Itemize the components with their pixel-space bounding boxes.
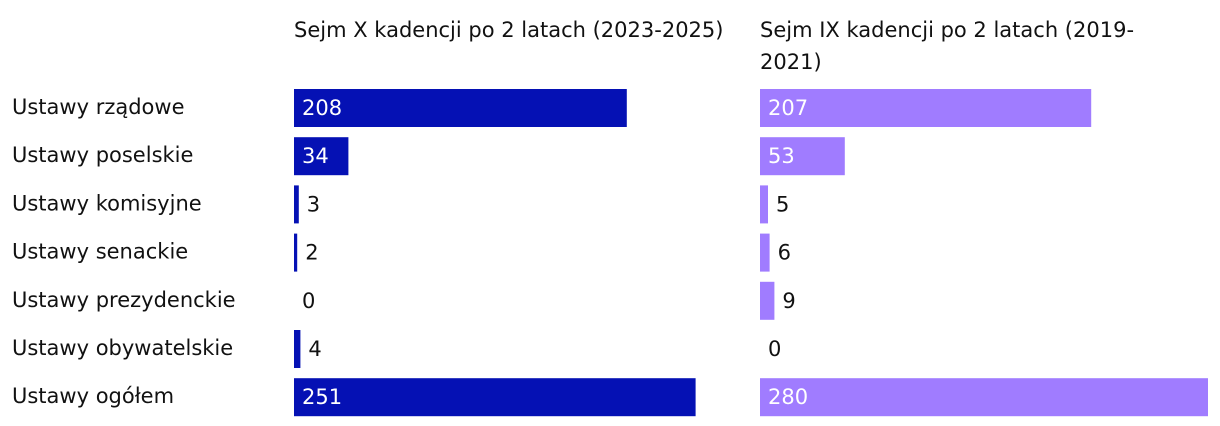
value-label: 34 — [302, 144, 329, 168]
bar — [760, 281, 775, 320]
bar — [760, 89, 1092, 127]
bar — [760, 378, 1208, 417]
bar — [294, 137, 349, 176]
bar — [294, 330, 301, 368]
bar — [294, 233, 298, 272]
category-label: Ustawy rządowe — [12, 95, 185, 119]
category-label: Ustawy senackie — [12, 240, 188, 264]
category-label: Ustawy ogółem — [12, 384, 174, 408]
value-label: 53 — [768, 144, 795, 168]
value-label: 4 — [308, 337, 321, 361]
category-label: Ustawy prezydenckie — [12, 288, 236, 312]
value-label: 251 — [302, 385, 342, 409]
value-label: 2 — [305, 241, 318, 265]
category-label: Ustawy poselskie — [12, 143, 193, 167]
bar — [760, 137, 845, 176]
value-label: 280 — [768, 385, 808, 409]
value-label: 208 — [302, 96, 342, 120]
bar — [294, 185, 299, 224]
panel-title: Sejm X kadencji po 2 latach (2023-2025) — [294, 18, 724, 42]
value-label: 0 — [768, 337, 781, 361]
bar — [760, 185, 768, 224]
value-label: 9 — [782, 289, 795, 313]
bar — [294, 89, 627, 127]
value-label: 5 — [776, 192, 789, 216]
value-label: 0 — [302, 289, 315, 313]
panel-title: Sejm IX kadencji po 2 latach (2019-2021) — [760, 18, 1135, 74]
value-label: 207 — [768, 96, 808, 120]
category-label: Ustawy obywatelskie — [12, 336, 233, 360]
category-label: Ustawy komisyjne — [12, 191, 202, 215]
bar — [294, 378, 696, 417]
value-label: 3 — [307, 192, 320, 216]
bar — [760, 233, 770, 272]
value-label: 6 — [778, 241, 791, 265]
